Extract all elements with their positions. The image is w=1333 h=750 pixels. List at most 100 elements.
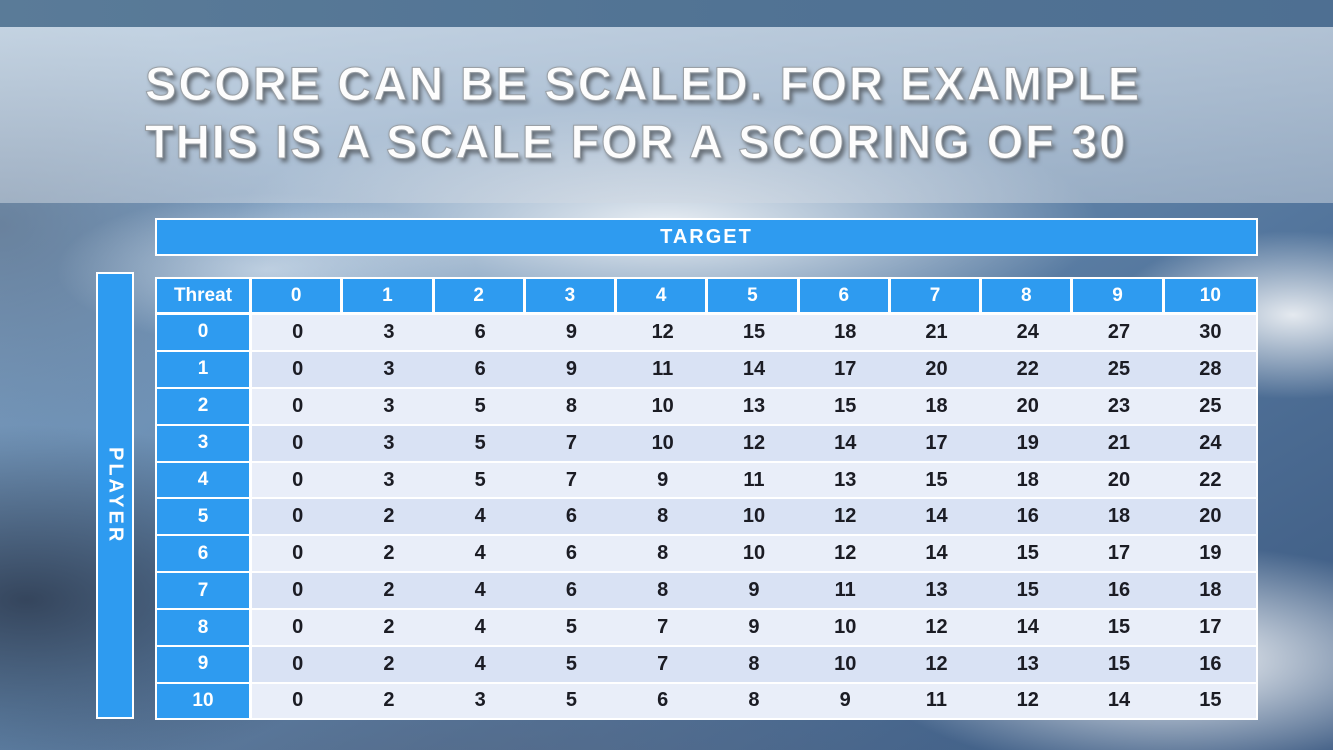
score-cell: 15: [1073, 647, 1165, 684]
table-row: 10 0 2 3 5 6 8 9 11 12 14 15: [157, 683, 1256, 718]
score-cell: 3: [343, 425, 435, 463]
score-cell: 14: [1073, 683, 1165, 718]
score-cell: 2: [343, 683, 435, 718]
score-cell: 6: [434, 351, 526, 389]
score-cell: 11: [799, 573, 891, 611]
table-row: 3 0 3 5 7 10 12 14 17 19 21 24: [157, 425, 1256, 463]
score-cell: 8: [617, 536, 709, 574]
score-cell: 8: [617, 499, 709, 537]
score-cell: 19: [1164, 536, 1256, 574]
score-cell: 14: [799, 425, 891, 463]
score-cell: 10: [799, 610, 891, 648]
score-cell: 9: [617, 462, 709, 500]
score-cell: 12: [799, 536, 891, 574]
table-row: 2 0 3 5 8 10 13 15 18 20 23 25: [157, 388, 1256, 426]
row-header: 8: [157, 610, 252, 648]
score-cell: 4: [434, 499, 526, 537]
score-cell: 2: [343, 536, 435, 574]
score-cell: 9: [525, 351, 618, 389]
score-cell: 21: [1073, 425, 1165, 463]
score-cell: 18: [1164, 573, 1256, 611]
score-cell: 12: [982, 683, 1074, 718]
score-cell: 24: [1164, 425, 1256, 463]
score-cell: 20: [1164, 499, 1256, 537]
table-row: 8 0 2 4 5 7 9 10 12 14 15 17: [157, 610, 1256, 648]
row-header: 1: [157, 351, 252, 389]
score-cell: 0: [252, 351, 344, 389]
row-header: 4: [157, 462, 252, 500]
score-cell: 10: [617, 425, 709, 463]
score-cell: 2: [343, 573, 435, 611]
score-cell: 28: [1164, 351, 1256, 389]
score-cell: 10: [708, 536, 800, 574]
score-cell: 13: [799, 462, 891, 500]
score-cell: 15: [982, 536, 1074, 574]
score-cell: 9: [708, 573, 800, 611]
table-row: 0 0 3 6 9 12 15 18 21 24 27 30: [157, 315, 1256, 352]
score-cell: 17: [799, 351, 891, 389]
col-header: 3: [525, 279, 618, 315]
score-cell: 0: [252, 499, 344, 537]
score-cell: 12: [890, 610, 983, 648]
title-band: SCORE CAN BE SCALED. FOR EXAMPLE THIS IS…: [0, 27, 1333, 203]
col-header: 8: [982, 279, 1074, 315]
score-cell: 22: [982, 351, 1074, 389]
col-header: 4: [617, 279, 709, 315]
score-cell: 5: [434, 425, 526, 463]
row-header: 10: [157, 683, 252, 718]
score-cell: 21: [890, 315, 983, 352]
score-cell: 2: [343, 499, 435, 537]
score-cell: 15: [1073, 610, 1165, 648]
score-cell: 14: [982, 610, 1074, 648]
score-cell: 7: [617, 647, 709, 684]
score-cell: 0: [252, 425, 344, 463]
score-cell: 13: [982, 647, 1074, 684]
score-cell: 5: [525, 647, 618, 684]
col-header: 0: [252, 279, 344, 315]
col-header: 7: [890, 279, 983, 315]
score-cell: 3: [343, 388, 435, 426]
score-cell: 0: [252, 388, 344, 426]
score-cell: 17: [1073, 536, 1165, 574]
score-cell: 17: [1164, 610, 1256, 648]
score-cell: 10: [617, 388, 709, 426]
score-cell: 5: [434, 388, 526, 426]
score-cell: 13: [708, 388, 800, 426]
score-cell: 11: [890, 683, 983, 718]
player-label: PLAYER: [104, 446, 127, 545]
col-header: 5: [708, 279, 800, 315]
score-cell: 8: [525, 388, 618, 426]
score-cell: 18: [982, 462, 1074, 500]
score-cell: 11: [617, 351, 709, 389]
score-cell: 5: [525, 683, 618, 718]
score-cell: 15: [1164, 683, 1256, 718]
score-cell: 20: [890, 351, 983, 389]
score-cell: 15: [708, 315, 800, 352]
score-cell: 6: [434, 315, 526, 352]
score-cell: 8: [617, 573, 709, 611]
score-cell: 18: [799, 315, 891, 352]
table-row: 1 0 3 6 9 11 14 17 20 22 25 28: [157, 351, 1256, 389]
row-header: 7: [157, 573, 252, 611]
score-cell: 25: [1164, 388, 1256, 426]
score-cell: 12: [708, 425, 800, 463]
top-strip: [0, 0, 1333, 27]
table-row: 9 0 2 4 5 7 8 10 12 13 15 16: [157, 647, 1256, 684]
score-cell: 11: [708, 462, 800, 500]
score-cell: 3: [343, 462, 435, 500]
score-cell: 0: [252, 573, 344, 611]
score-cell: 4: [434, 536, 526, 574]
score-cell: 12: [890, 647, 983, 684]
score-cell: 12: [617, 315, 709, 352]
row-header: 9: [157, 647, 252, 684]
score-cell: 24: [982, 315, 1074, 352]
score-cell: 4: [434, 647, 526, 684]
score-cell: 0: [252, 610, 344, 648]
score-cell: 0: [252, 683, 344, 718]
table-row: 5 0 2 4 6 8 10 12 14 16 18 20: [157, 499, 1256, 537]
score-cell: 3: [343, 315, 435, 352]
score-cell: 9: [525, 315, 618, 352]
score-cell: 22: [1164, 462, 1256, 500]
score-cell: 18: [1073, 499, 1165, 537]
slide-title: SCORE CAN BE SCALED. FOR EXAMPLE THIS IS…: [144, 55, 1141, 171]
